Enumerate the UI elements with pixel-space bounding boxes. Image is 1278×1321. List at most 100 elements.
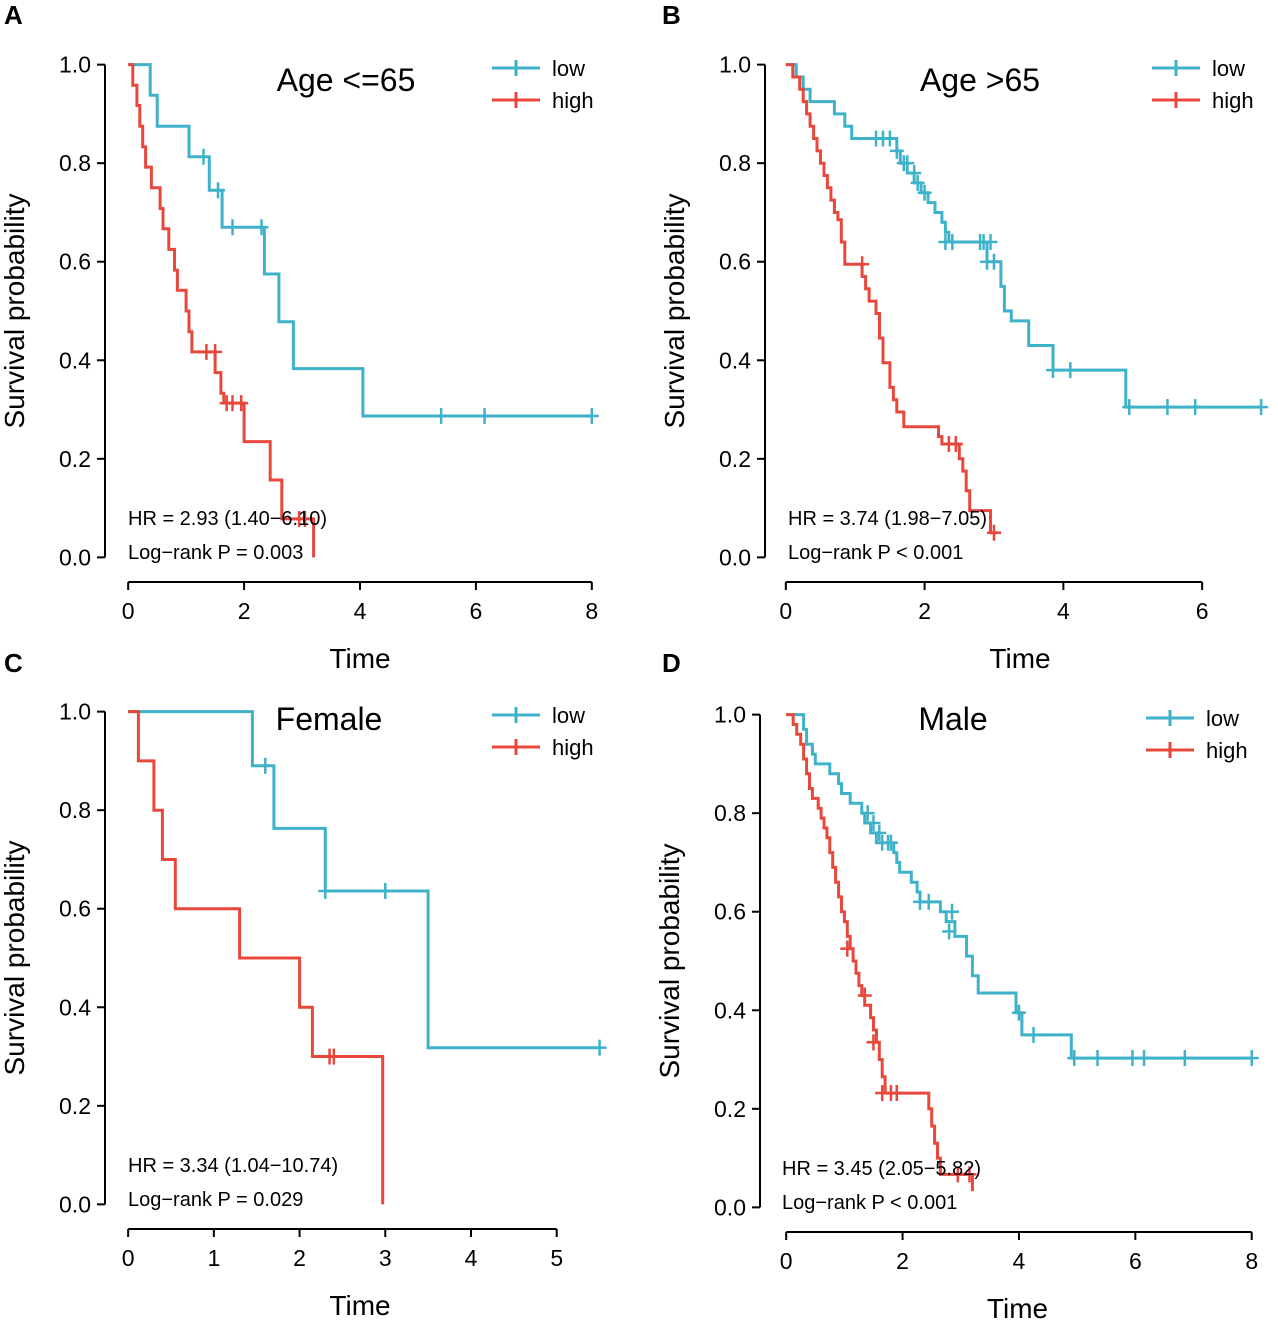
x-tick-label: 0 [122, 1245, 135, 1271]
panel-d-axes: 0.0 0.2 0.4 0.6 0.8 1.0 0 2 4 6 8 Time Survival prob… [654, 702, 1258, 1321]
y-tick-label: 0.4 [59, 347, 91, 373]
x-tick-label: 8 [585, 598, 598, 624]
x-tick-label: 1 [207, 1245, 220, 1271]
y-tick-label: 1.0 [719, 52, 751, 78]
x-tick-label: 8 [1245, 1248, 1258, 1274]
x-axis-title: Time [989, 643, 1050, 674]
panel-a-title: Age <=65 [277, 62, 416, 98]
legend-low-label: low [1206, 706, 1239, 731]
x-tick-label: 3 [379, 1245, 392, 1271]
legend-high-label: high [1206, 738, 1248, 763]
panel-d-legend: low high [1146, 706, 1248, 763]
panel-a-hr-text: HR = 2.93 (1.40−6.10) [128, 508, 327, 530]
y-axis-title: Survival probability [0, 194, 30, 429]
x-tick-label: 0 [122, 598, 135, 624]
panel-d-curves [786, 713, 1259, 1192]
km-curve-high [128, 710, 385, 1205]
legend-low-label: low [552, 703, 585, 728]
km-curve-high [786, 713, 974, 1192]
y-tick-label: 0.6 [59, 896, 91, 922]
panel-a: A 0.0 0.2 0.4 0.6 0.8 1.0 0 2 4 6 8 Time Survival pr… [0, 0, 599, 674]
panel-b-hr-text: HR = 3.74 (1.98−7.05) [788, 508, 987, 530]
panel-letter-b: B [662, 0, 681, 30]
x-tick-label: 4 [465, 1245, 478, 1271]
panel-letter-c: C [4, 648, 23, 678]
panel-a-legend: low high [492, 56, 594, 113]
x-axis-title: Time [329, 1290, 390, 1321]
km-curve-high [785, 63, 998, 535]
km-curve-low [128, 63, 592, 418]
panel-d-title: Male [918, 701, 987, 737]
y-tick-label: 0.0 [59, 544, 91, 570]
x-tick-label: 2 [896, 1248, 909, 1274]
y-tick-label: 1.0 [59, 699, 91, 725]
x-tick-label: 2 [238, 598, 251, 624]
panel-c-hr-text: HR = 3.34 (1.04−10.74) [128, 1155, 338, 1177]
y-tick-label: 0.6 [719, 249, 751, 275]
legend-low-label: low [552, 56, 585, 81]
panel-c-curves [128, 710, 607, 1205]
legend-high-label: high [1212, 88, 1254, 113]
y-tick-label: 0.0 [719, 544, 751, 570]
y-tick-label: 0.2 [719, 446, 751, 472]
x-tick-label: 0 [779, 598, 792, 624]
y-axis-title: Survival probability [659, 194, 690, 429]
panel-b-curves [785, 63, 1269, 541]
y-tick-label: 0.2 [714, 1096, 746, 1122]
x-tick-label: 4 [354, 598, 367, 624]
y-tick-label: 0.2 [59, 446, 91, 472]
y-tick-label: 0.4 [59, 994, 91, 1020]
x-tick-label: 6 [1129, 1248, 1142, 1274]
panel-c-legend: low high [492, 703, 594, 760]
x-tick-label: 4 [1013, 1248, 1026, 1274]
y-tick-label: 0.8 [59, 797, 91, 823]
panel-d-p-text: Log−rank P < 0.001 [782, 1192, 957, 1214]
panel-a-axes: 0.0 0.2 0.4 0.6 0.8 1.0 0 2 4 6 8 Time Survival prob… [0, 52, 598, 674]
y-tick-label: 1.0 [59, 52, 91, 78]
panel-b-legend: low high [1152, 56, 1254, 113]
y-tick-label: 0.0 [714, 1194, 746, 1220]
panel-a-curves [128, 63, 599, 558]
y-axis-title: Survival probability [0, 841, 30, 1076]
km-curve-low [128, 710, 600, 1050]
y-tick-label: 0.8 [719, 150, 751, 176]
x-tick-label: 2 [293, 1245, 306, 1271]
y-tick-label: 0.0 [59, 1191, 91, 1217]
y-tick-label: 0.8 [59, 150, 91, 176]
x-axis-title: Time [329, 643, 390, 674]
legend-high-label: high [552, 88, 594, 113]
panel-a-p-text: Log−rank P = 0.003 [128, 542, 303, 564]
panel-b: B 0.0 0.2 0.4 0.6 0.8 1.0 0 2 4 6 Time Survival pro… [659, 0, 1269, 674]
x-tick-label: 5 [550, 1245, 563, 1271]
legend-high-label: high [552, 735, 594, 760]
x-axis-title: Time [987, 1293, 1048, 1321]
panel-c-axes: 0.0 0.2 0.4 0.6 0.8 1.0 0 1 2 3 4 5 Time Survival pro… [0, 699, 563, 1321]
panel-letter-d: D [662, 648, 681, 678]
panel-c: C 0.0 0.2 0.4 0.6 0.8 1.0 0 1 2 3 4 5 Time Survival p… [0, 648, 607, 1321]
y-tick-label: 0.8 [714, 800, 746, 826]
panel-b-title: Age >65 [920, 62, 1040, 98]
km-curve-low [786, 713, 1252, 1060]
x-tick-label: 6 [1196, 598, 1209, 624]
panel-b-p-text: Log−rank P < 0.001 [788, 542, 963, 564]
panel-c-title: Female [276, 701, 383, 737]
x-tick-label: 6 [470, 598, 483, 624]
y-axis-title: Survival probability [654, 844, 685, 1079]
km-curve-low [785, 63, 1262, 409]
y-tick-label: 0.6 [59, 249, 91, 275]
panel-d: D 0.0 0.2 0.4 0.6 0.8 1.0 0 2 4 6 8 Time Survival pr… [654, 648, 1259, 1321]
legend-low-label: low [1212, 56, 1245, 81]
y-tick-label: 1.0 [714, 702, 746, 728]
panel-d-hr-text: HR = 3.45 (2.05−5.82) [782, 1158, 981, 1180]
km-curve-high [128, 63, 316, 558]
y-tick-label: 0.2 [59, 1093, 91, 1119]
panel-c-p-text: Log−rank P = 0.029 [128, 1189, 303, 1211]
x-tick-label: 0 [780, 1248, 793, 1274]
x-tick-label: 4 [1057, 598, 1070, 624]
y-tick-label: 0.6 [714, 899, 746, 925]
y-tick-label: 0.4 [719, 347, 751, 373]
panel-b-axes: 0.0 0.2 0.4 0.6 0.8 1.0 0 2 4 6 Time Survival proba… [659, 52, 1209, 674]
y-tick-label: 0.4 [714, 997, 746, 1023]
panel-letter-a: A [4, 0, 23, 30]
